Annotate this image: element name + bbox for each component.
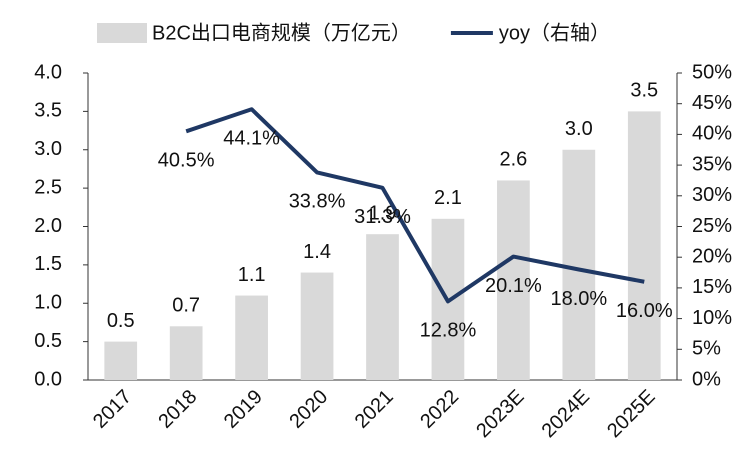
bar bbox=[104, 341, 138, 380]
y-tick-label: 0.5 bbox=[34, 330, 62, 352]
x-tick-label: 2018 bbox=[154, 386, 201, 433]
y-tick-label: 0.0 bbox=[34, 368, 62, 390]
y2-tick-label: 45% bbox=[692, 92, 732, 114]
line-value-label: 44.1% bbox=[223, 128, 280, 150]
x-tick-label: 2025E bbox=[603, 386, 659, 442]
line-value-label: 31.3% bbox=[354, 206, 411, 228]
x-tick-label: 2021 bbox=[351, 386, 398, 433]
y-tick-label: 3.5 bbox=[34, 100, 62, 122]
x-tick-label: 2020 bbox=[285, 386, 332, 433]
bar-value-label: 2.1 bbox=[434, 187, 462, 209]
bar-value-label: 3.5 bbox=[630, 80, 658, 102]
y-tick-label: 1.0 bbox=[34, 292, 62, 314]
line-value-label: 33.8% bbox=[289, 191, 346, 213]
legend-label: B2C出口电商规模（万亿元） bbox=[152, 21, 411, 44]
x-tick-label: 2019 bbox=[220, 386, 267, 433]
bar bbox=[562, 149, 596, 380]
legend-label: yoy（右轴） bbox=[499, 21, 610, 44]
x-tick-label: 2024E bbox=[538, 386, 594, 442]
y-tick-label: 2.5 bbox=[34, 176, 62, 198]
bar-value-label: 0.5 bbox=[107, 310, 135, 332]
line-value-label: 12.8% bbox=[420, 320, 477, 342]
y-tick-label: 2.0 bbox=[34, 215, 62, 237]
y2-tick-label: 50% bbox=[692, 61, 732, 83]
y2-tick-label: 35% bbox=[692, 153, 732, 175]
line bbox=[185, 107, 645, 304]
y2-tick-label: 40% bbox=[692, 123, 732, 145]
line-value-label: 18.0% bbox=[550, 288, 607, 310]
y-tick-label: 4.0 bbox=[34, 61, 62, 83]
bar bbox=[366, 234, 399, 380]
y2-tick-label: 0% bbox=[692, 368, 721, 390]
y2-tick-label: 30% bbox=[692, 184, 732, 206]
bar-value-label: 1.9 bbox=[369, 202, 397, 224]
y-tick-label: 3.0 bbox=[34, 138, 62, 160]
y-tick-label: 1.5 bbox=[34, 253, 62, 275]
x-tick-label: 2022 bbox=[416, 386, 463, 433]
legend-swatch bbox=[97, 23, 147, 43]
line-value-label: 20.1% bbox=[485, 275, 542, 297]
x-tick-label: 2017 bbox=[89, 386, 136, 433]
line-value-label: 40.5% bbox=[158, 150, 215, 172]
bar-value-label: 0.7 bbox=[172, 295, 200, 317]
bar bbox=[627, 111, 661, 380]
y2-tick-label: 15% bbox=[692, 276, 732, 298]
x-tick-label: 2023E bbox=[472, 386, 528, 442]
y2-tick-label: 20% bbox=[692, 245, 732, 267]
bar bbox=[300, 272, 334, 380]
bar-value-label: 3.0 bbox=[565, 118, 593, 140]
bar-value-label: 1.1 bbox=[238, 264, 266, 286]
line-value-label: 16.0% bbox=[616, 300, 673, 322]
y2-tick-label: 5% bbox=[692, 338, 721, 360]
bar bbox=[235, 295, 268, 380]
bar-value-label: 1.4 bbox=[303, 241, 331, 263]
bar-value-label: 2.6 bbox=[499, 149, 527, 171]
y2-tick-label: 10% bbox=[692, 307, 732, 329]
bar bbox=[169, 326, 203, 380]
bar bbox=[497, 180, 530, 380]
y2-tick-label: 25% bbox=[692, 215, 732, 237]
